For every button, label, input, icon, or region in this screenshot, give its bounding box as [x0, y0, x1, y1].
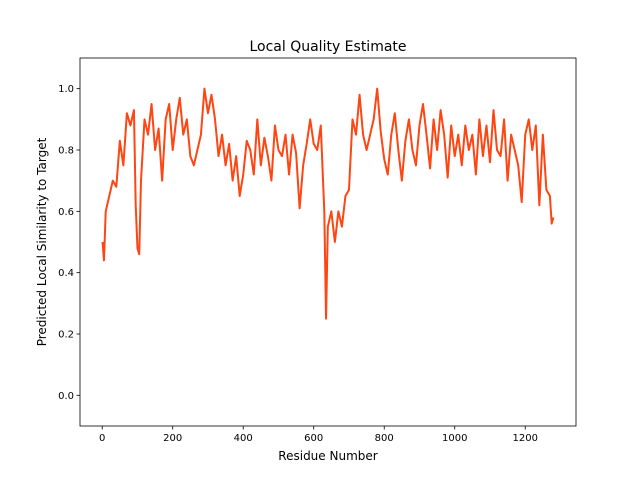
data-line — [101, 87, 555, 320]
chart-title: Local Quality Estimate — [249, 39, 406, 55]
x-tick-label: 800 — [375, 433, 394, 444]
y-tick-label: 0.6 — [58, 207, 74, 218]
x-tick-label: 0 — [99, 433, 105, 444]
x-tick-label: 1200 — [513, 433, 538, 444]
y-tick-label: 0.0 — [58, 391, 74, 402]
x-axis-label: Residue Number — [278, 449, 377, 463]
x-tick-label: 200 — [163, 433, 182, 444]
y-tick-label: 0.4 — [58, 268, 74, 279]
y-axis-label: Predicted Local Similarity to Target — [35, 137, 49, 346]
y-tick-label: 0.8 — [58, 146, 74, 157]
x-tick-label: 400 — [234, 433, 253, 444]
x-tick-label: 600 — [304, 433, 323, 444]
x-tick-label: 1000 — [442, 433, 467, 444]
plot-frame — [79, 57, 577, 427]
y-tick-label: 0.2 — [58, 330, 74, 341]
y-tick-label: 1.0 — [58, 84, 74, 95]
